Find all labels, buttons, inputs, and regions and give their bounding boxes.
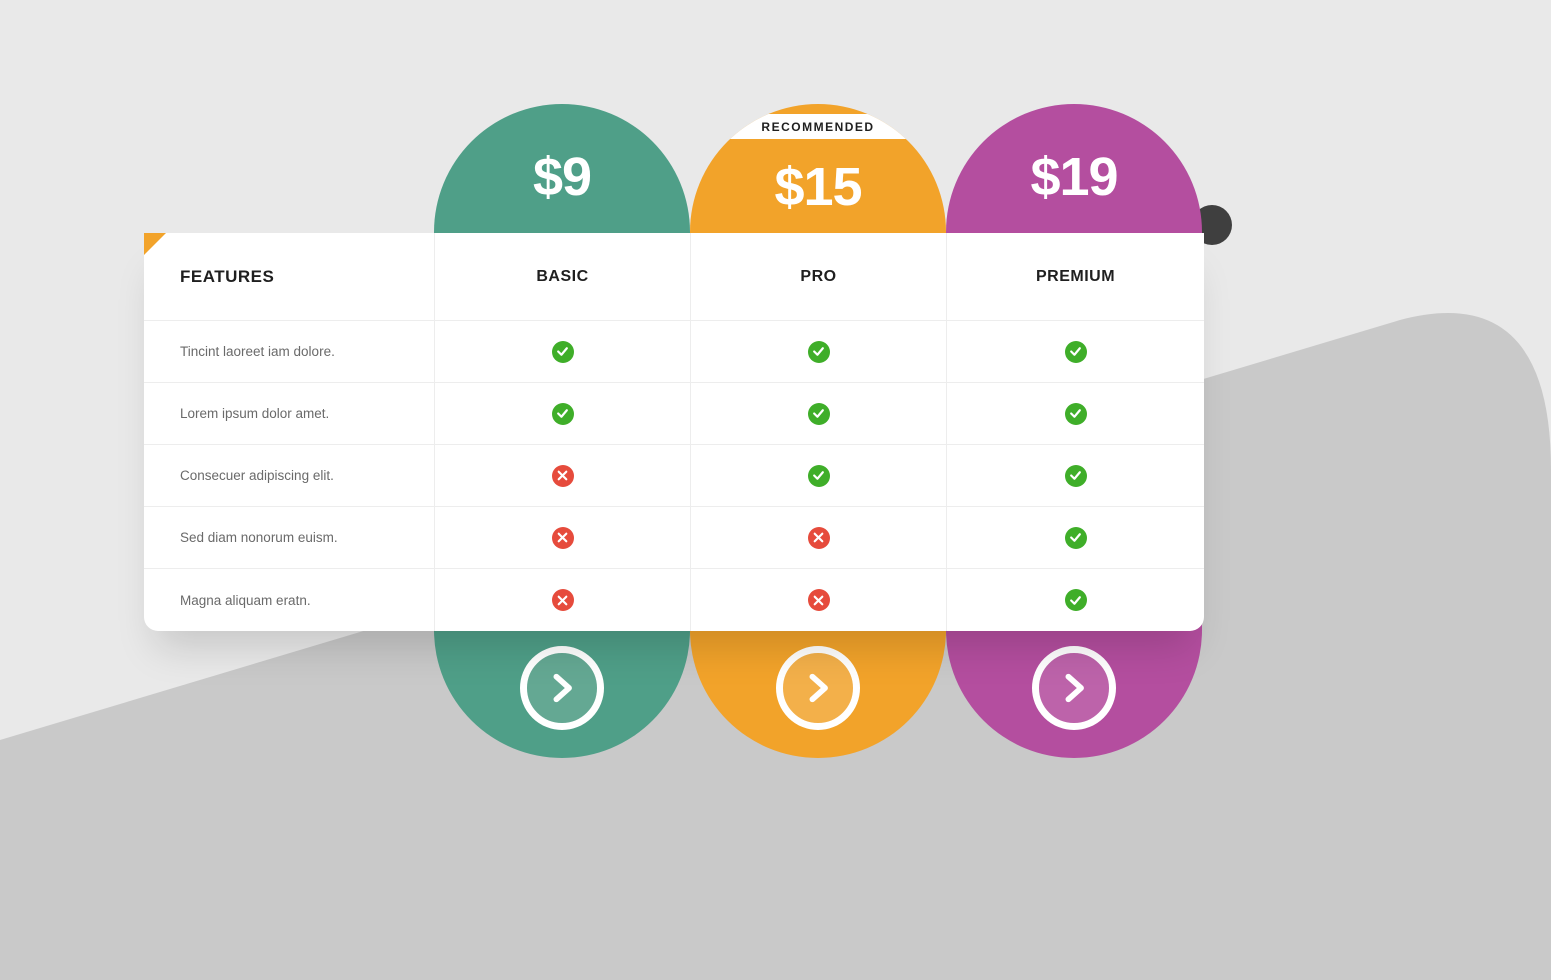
feature-cell [946,569,1204,631]
check-icon [808,341,830,363]
feature-cell [946,383,1204,444]
table-row: Consecuer adipiscing elit. [144,445,1204,507]
feature-label: Magna aliquam eratn. [180,593,311,608]
plan-price-basic: $9 [533,146,591,208]
chevron-right-icon [1057,671,1091,705]
plan-price-premium: $19 [1030,146,1117,208]
table-row: Magna aliquam eratn. [144,569,1204,631]
check-icon [1065,465,1087,487]
table-row: Tincint laoreet iam dolore. [144,321,1204,383]
chevron-right-icon [801,671,835,705]
cross-icon [808,527,830,549]
check-icon [1065,341,1087,363]
recommended-badge: RECOMMENDED [708,114,928,139]
feature-label: Lorem ipsum dolor amet. [180,406,329,421]
check-icon [808,465,830,487]
plan-cta-pro[interactable] [776,646,860,730]
cross-icon [552,465,574,487]
plan-cta-premium[interactable] [1032,646,1116,730]
feature-cell [690,507,946,568]
check-icon [1065,527,1087,549]
plan-name-premium: PREMIUM [1036,268,1115,286]
cross-icon [552,527,574,549]
check-icon [808,403,830,425]
table-row: Sed diam nonorum euism. [144,507,1204,569]
feature-cell [690,383,946,444]
feature-cell [690,569,946,631]
feature-cell [690,321,946,382]
feature-cell [434,321,690,382]
check-icon [552,403,574,425]
plan-price-pro: $15 [774,156,861,218]
feature-cell [434,569,690,631]
plan-name-basic: BASIC [536,268,588,286]
feature-cell [946,321,1204,382]
feature-label: Tincint laoreet iam dolore. [180,344,335,359]
table-header-row: FEATURES BASIC PRO PREMIUM [144,233,1204,321]
feature-cell [946,445,1204,506]
cross-icon [552,589,574,611]
feature-cell [434,445,690,506]
feature-cell [434,507,690,568]
chevron-right-icon [545,671,579,705]
feature-label: Sed diam nonorum euism. [180,530,338,545]
pricing-card: FEATURES BASIC PRO PREMIUM Tincint laore… [144,233,1204,631]
feature-label: Consecuer adipiscing elit. [180,468,334,483]
table-row: Lorem ipsum dolor amet. [144,383,1204,445]
check-icon [1065,403,1087,425]
plan-cta-basic[interactable] [520,646,604,730]
feature-cell [434,383,690,444]
feature-cell [690,445,946,506]
feature-cell [946,507,1204,568]
cross-icon [808,589,830,611]
plan-name-pro: PRO [800,268,836,286]
card-corner-accent [144,233,166,255]
check-icon [552,341,574,363]
features-header: FEATURES [180,267,274,287]
check-icon [1065,589,1087,611]
